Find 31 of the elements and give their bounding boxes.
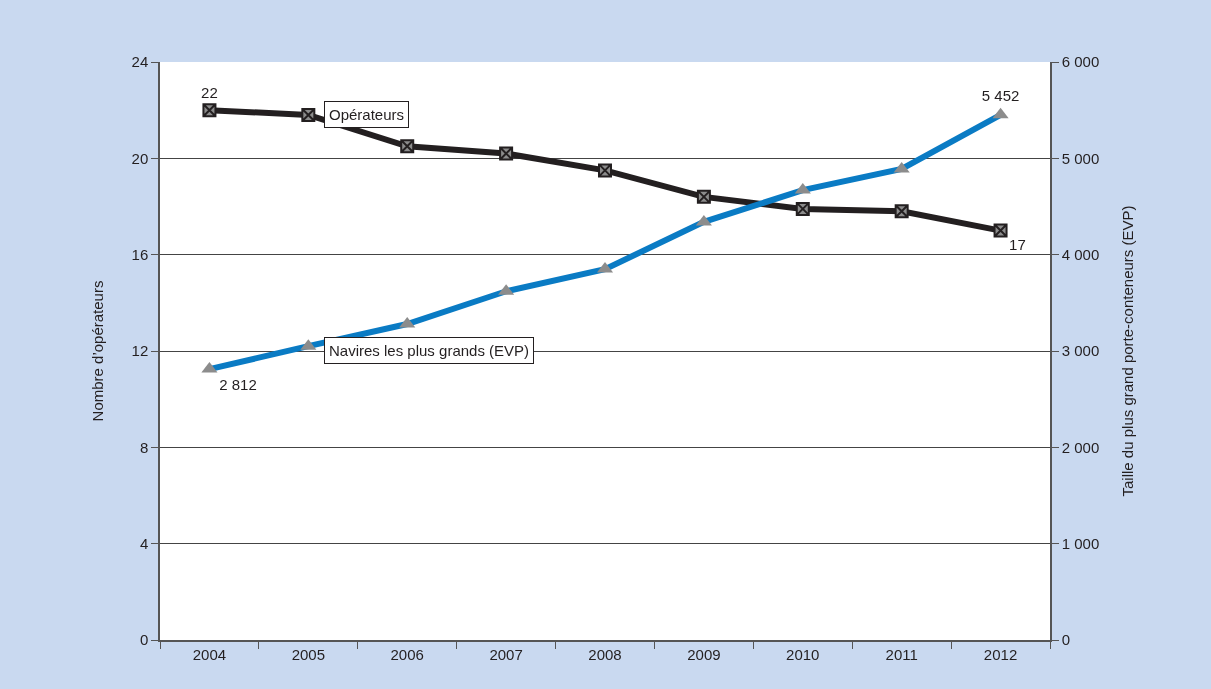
y-tick-label: 12 <box>131 342 149 360</box>
x-tick-label: 2007 <box>489 645 523 663</box>
y-tick-label: 8 <box>139 438 149 456</box>
data-label: 2 812 <box>219 376 257 394</box>
y-tick-label: 24 <box>131 53 149 71</box>
y-tick-label: 0 <box>139 631 149 649</box>
series-label: Opérateurs <box>329 106 405 123</box>
y-axis-title: Nombre d’opérateurs <box>89 280 107 422</box>
data-label: 5 452 <box>981 87 1020 105</box>
y-tick-label: 16 <box>131 245 149 263</box>
y-tick-label: 20 <box>131 149 149 167</box>
x-tick-label: 2004 <box>192 645 227 663</box>
x-tick-label: 2008 <box>588 645 622 663</box>
y2-tick-label: 3 000 <box>1061 342 1100 360</box>
y-tick-label: 4 <box>139 534 149 552</box>
y2-tick-label: 6 000 <box>1061 53 1100 71</box>
series-label: Navires les plus grands (EVP) <box>329 342 530 359</box>
data-label: 17 <box>1009 236 1026 254</box>
y2-tick-label: 2 000 <box>1061 438 1100 456</box>
y2-tick-label: 0 <box>1061 631 1071 649</box>
x-tick-label: 2011 <box>885 645 918 663</box>
x-tick-label: 2006 <box>390 645 424 663</box>
y2-axis-title: Taille du plus grand porte-conteneurs (EVP) <box>1118 205 1136 497</box>
x-tick-label: 2010 <box>786 645 820 663</box>
data-label: 22 <box>201 83 218 101</box>
x-tick-label: 2005 <box>291 645 326 663</box>
y2-tick-label: 1 000 <box>1061 534 1100 552</box>
y2-tick-label: 5 000 <box>1061 149 1100 167</box>
x-tick-label: 2009 <box>687 645 721 663</box>
y2-tick-label: 4 000 <box>1061 245 1100 263</box>
x-tick-label: 2012 <box>983 645 1018 663</box>
